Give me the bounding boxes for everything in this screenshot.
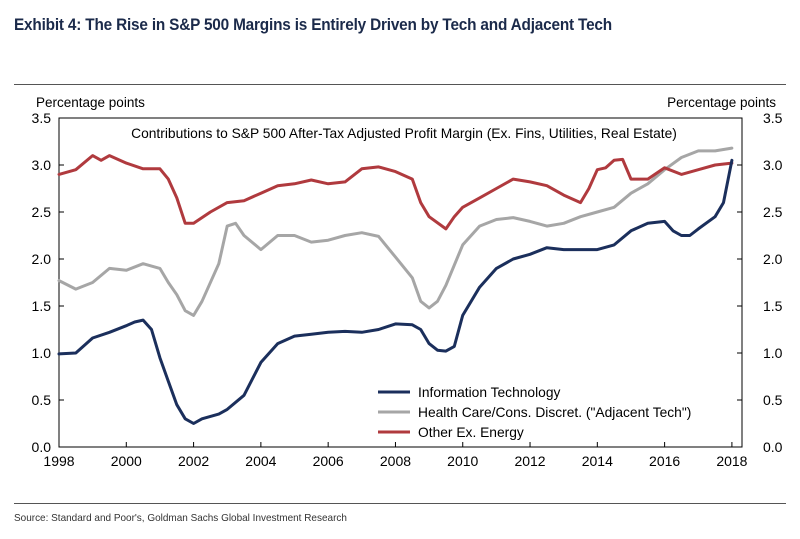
y-tick-label-left: 3.0 bbox=[32, 157, 52, 173]
legend-label: Other Ex. Energy bbox=[418, 425, 524, 440]
y-tick-label-left: 2.0 bbox=[32, 251, 52, 267]
x-tick-label: 2010 bbox=[447, 453, 478, 469]
y-tick-label-left: 2.5 bbox=[32, 204, 52, 220]
y-tick-label-right: 0.0 bbox=[763, 439, 783, 455]
y-tick-label-right: 1.0 bbox=[763, 345, 783, 361]
series-line-0 bbox=[57, 158, 734, 425]
x-tick-label: 2006 bbox=[313, 453, 344, 469]
source-note: Source: Standard and Poor's, Goldman Sac… bbox=[14, 512, 347, 524]
top-rule bbox=[14, 84, 786, 85]
y-tick-label-right: 2.5 bbox=[763, 204, 783, 220]
legend-label: Health Care/Cons. Discret. ("Adjacent Te… bbox=[418, 405, 691, 420]
y-tick-label-right: 1.5 bbox=[763, 298, 783, 314]
y-tick-label-left: 3.5 bbox=[32, 110, 52, 126]
x-tick-label: 1998 bbox=[43, 453, 74, 469]
legend: Information Technology Health Care/Cons. … bbox=[378, 385, 691, 440]
x-tick-label: 2014 bbox=[582, 453, 613, 469]
x-tick-label: 2004 bbox=[245, 453, 276, 469]
legend-label: Information Technology bbox=[418, 385, 561, 400]
x-tick-label: 2016 bbox=[649, 453, 680, 469]
y-tick-label-left: 1.0 bbox=[32, 345, 52, 361]
y-axis-label-right: Percentage points bbox=[667, 95, 776, 110]
x-tick-label: 2018 bbox=[716, 453, 747, 469]
x-tick-label: 2002 bbox=[178, 453, 209, 469]
y-axis-label-left: Percentage points bbox=[36, 95, 145, 110]
series-line-1 bbox=[57, 146, 734, 317]
left-y-axis: 0.0 0.5 1.0 1.5 2.0 2.5 3.0 3.5 bbox=[32, 110, 64, 455]
series-line-2 bbox=[57, 154, 734, 231]
right-y-axis: 0.0 0.5 1.0 1.5 2.0 2.5 3.0 3.5 bbox=[737, 110, 783, 455]
plot-frame-group bbox=[58, 117, 743, 448]
y-tick-label-left: 0.0 bbox=[32, 439, 52, 455]
line-chart: 0.0 0.5 1.0 1.5 2.0 2.5 3.0 3.5 0.0 0.5 1.0 1.5 2.0… bbox=[32, 95, 783, 469]
x-tick-label: 2008 bbox=[380, 453, 411, 469]
bottom-rule bbox=[14, 503, 786, 504]
y-tick-label-left: 1.5 bbox=[32, 298, 52, 314]
y-tick-label-right: 3.5 bbox=[763, 110, 783, 126]
y-tick-label-right: 2.0 bbox=[763, 251, 783, 267]
chart-title: Contributions to S&P 500 After-Tax Adjus… bbox=[131, 126, 677, 141]
y-tick-label-right: 0.5 bbox=[763, 392, 783, 408]
plot-frame bbox=[58, 117, 743, 448]
y-tick-label-right: 3.0 bbox=[763, 157, 783, 173]
x-axis: 1998 2000 2002 2004 2006 2008 2010 2012 2014 2016… bbox=[43, 442, 748, 469]
exhibit-title: Exhibit 4: The Rise in S&P 500 Margins i… bbox=[14, 16, 612, 34]
y-tick-label-left: 0.5 bbox=[32, 392, 52, 408]
x-tick-label: 2000 bbox=[111, 453, 142, 469]
x-tick-label: 2012 bbox=[514, 453, 545, 469]
series-lines bbox=[57, 146, 734, 425]
